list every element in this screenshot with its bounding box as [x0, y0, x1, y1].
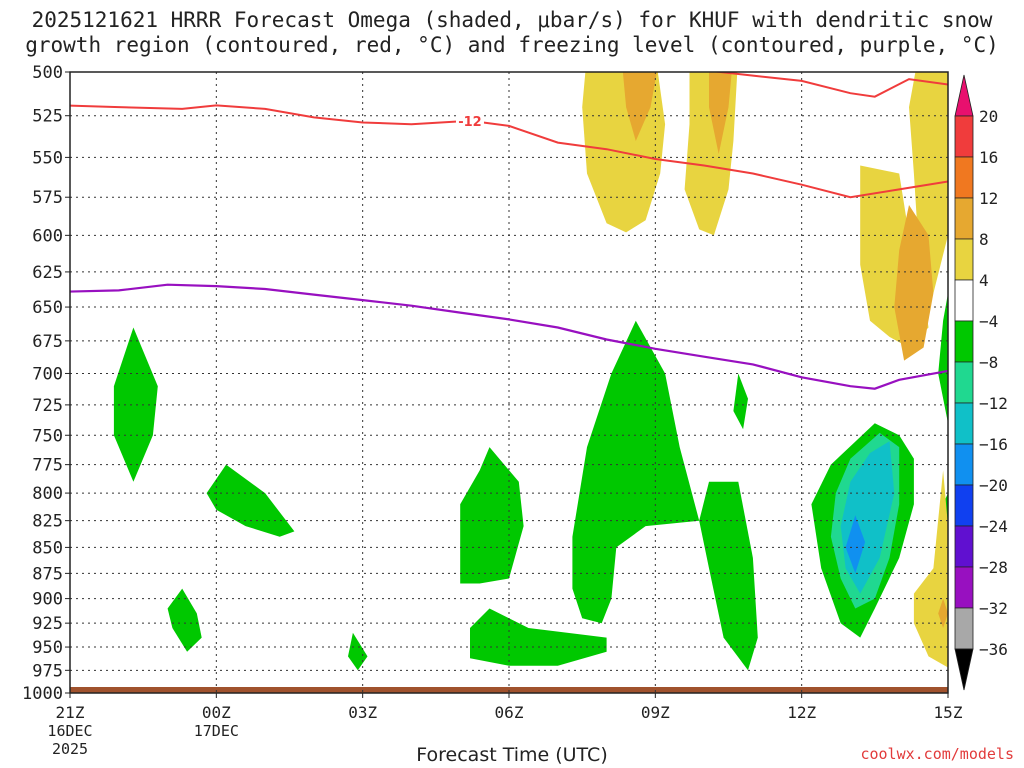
- colorbar-label-10: −24: [979, 517, 1008, 536]
- contours: -12: [70, 72, 948, 390]
- shaded-region-0-5: [470, 608, 607, 666]
- y-tick-label-525: 525: [32, 107, 63, 127]
- shaded-regions: [70, 54, 963, 693]
- colorbar-swatch-14: [954, 648, 974, 691]
- credit-text: coolwx.com/models: [860, 745, 1014, 763]
- shaded-region-5-2: [894, 205, 934, 361]
- x-tick-label-15Z: 15Z: [934, 703, 963, 722]
- x-tick-label-00Z: 00Z: [202, 703, 231, 722]
- colorbar-swatch-3: [954, 197, 974, 240]
- y-tick-label-825: 825: [32, 512, 63, 532]
- x-tick-sublabel-2025: 2025: [52, 740, 88, 758]
- colorbar-label-0: 20: [979, 107, 998, 126]
- contour-label-bg: [455, 112, 484, 129]
- shaded-region-5-3: [948, 54, 963, 90]
- colorbar-swatch-10: [954, 484, 974, 527]
- shaded-region-4-4: [913, 470, 948, 668]
- x-tick-sublabel-16DEC: 16DEC: [47, 722, 92, 740]
- colorbar-swatch-0: [954, 74, 974, 117]
- x-tick-label-12Z: 12Z: [787, 703, 816, 722]
- chart-title-line2: growth region (contoured, red, °C) and f…: [25, 33, 999, 57]
- colorbar-label-1: 16: [979, 148, 998, 167]
- y-tick-label-550: 550: [32, 148, 63, 168]
- colorbar-swatch-5: [954, 279, 974, 322]
- colorbar-swatch-9: [954, 443, 974, 486]
- y-tick-label-625: 625: [32, 263, 63, 283]
- colorbar-swatch-4: [954, 238, 974, 281]
- y-tick-label-725: 725: [32, 396, 63, 416]
- y-tick-label-650: 650: [32, 298, 63, 318]
- colorbar-label-5: −4: [979, 312, 998, 331]
- colorbar-swatch-12: [954, 566, 974, 609]
- shaded-region-0-3: [348, 632, 368, 671]
- colorbar-label-7: −12: [979, 394, 1008, 413]
- colorbar-label-6: −8: [979, 353, 998, 372]
- colorbar-swatch-11: [954, 525, 974, 568]
- dendritic-contour-upper-bound: [711, 72, 948, 98]
- chart-title-line1: 2025121621 HRRR Forecast Omega (shaded, …: [31, 8, 993, 32]
- colorbar-swatch-2: [954, 156, 974, 199]
- x-tick-label-06Z: 06Z: [495, 703, 524, 722]
- colorbar-swatch-6: [954, 320, 974, 363]
- colorbar-swatch-7: [954, 361, 974, 404]
- shaded-region-0-7: [733, 373, 748, 430]
- colorbar: 20 16 12 8 4 −4 −8 −12 −16 −20 −24 −28 −32 −36: [954, 74, 1008, 691]
- colorbar-swatch-1: [954, 115, 974, 158]
- plot-frame: [69, 71, 949, 694]
- colorbar-label-11: −28: [979, 558, 1008, 577]
- colorbar-label-12: −32: [979, 599, 1008, 618]
- colorbar-label-4: 4: [979, 271, 989, 290]
- y-tick-label-600: 600: [32, 226, 63, 246]
- y-tick-label-800: 800: [32, 484, 63, 504]
- y-tick-label-575: 575: [32, 188, 63, 208]
- y-tick-label-750: 750: [32, 426, 63, 446]
- y-tick-label-925: 925: [32, 614, 63, 634]
- x-tick-label-21Z: 21Z: [56, 703, 85, 722]
- contour-label-minus12: -12: [458, 115, 482, 130]
- colorbar-swatch-8: [954, 402, 974, 445]
- y-tick-label-775: 775: [32, 456, 63, 476]
- shaded-region-0-2: [167, 588, 202, 652]
- freezing-level-contour: [70, 283, 948, 390]
- shaded-region-0-10: [938, 293, 948, 424]
- colorbar-label-3: 8: [979, 230, 989, 249]
- y-tick-label-1000: 1000: [22, 684, 63, 704]
- colorbar-label-8: −16: [979, 435, 1008, 454]
- shaded-region-0-8: [699, 481, 758, 671]
- grid: [69, 71, 949, 694]
- y-tick-label-700: 700: [32, 364, 63, 384]
- shaded-region-0-6: [572, 320, 700, 624]
- colorbar-swatch-13: [954, 607, 974, 650]
- shaded-region-3-0: [845, 515, 866, 574]
- colorbar-label-13: −36: [979, 640, 1008, 659]
- shaded-region-0-1: [206, 464, 295, 537]
- shaded-region-0-0: [113, 327, 158, 482]
- colorbar-label-9: −20: [979, 476, 1008, 495]
- shaded-region-5-1: [709, 72, 732, 155]
- y-tick-label-975: 975: [32, 661, 63, 681]
- y-tick-label-900: 900: [32, 590, 63, 610]
- x-tick-label-09Z: 09Z: [641, 703, 670, 722]
- y-tick-label-675: 675: [32, 332, 63, 352]
- shaded-region-5-4: [938, 598, 948, 628]
- y-tick-label-950: 950: [32, 638, 63, 658]
- shaded-region-0-4: [460, 447, 524, 584]
- x-tick-label-03Z: 03Z: [348, 703, 377, 722]
- y-tick-label-875: 875: [32, 564, 63, 584]
- x-tick-sublabel-17DEC: 17DEC: [194, 722, 239, 740]
- colorbar-label-2: 12: [979, 189, 998, 208]
- y-tick-label-850: 850: [32, 538, 63, 558]
- x-axis-label: Forecast Time (UTC): [416, 744, 608, 766]
- y-tick-label-500: 500: [32, 63, 63, 83]
- dendritic-contour-lower-bound: [70, 104, 948, 199]
- shaded-region-5-0: [622, 72, 657, 141]
- y-axis: 500 525 550 575 600 625 650 675 700 725 750 775 800 8…: [22, 63, 70, 704]
